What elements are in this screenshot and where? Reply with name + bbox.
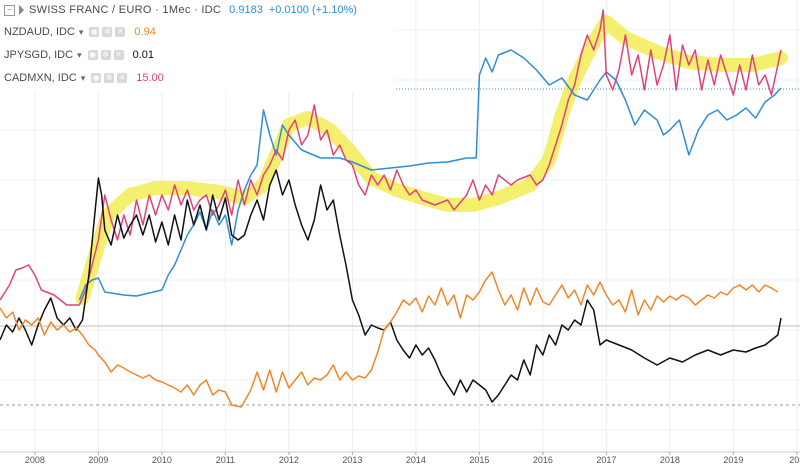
- close-icon[interactable]: ✕: [117, 73, 128, 83]
- x-tick-label: 2010: [152, 455, 172, 465]
- main-value: 0.9183: [229, 4, 263, 16]
- x-tick-label: 2013: [342, 455, 362, 465]
- legend-label-cadmxn[interactable]: CADMXN, IDC: [4, 72, 77, 84]
- series-line-1: [0, 9, 782, 306]
- gear-icon[interactable]: ✲: [104, 73, 115, 83]
- x-axis: 2008 2009 2010 2011 2012 2013 2014 2015 2016 2017…: [0, 451, 800, 468]
- legend-value-jpysgd: 0.01: [132, 49, 155, 61]
- collapse-icon[interactable]: −: [4, 4, 15, 16]
- x-tick-label: 2011: [216, 455, 235, 465]
- eye-icon[interactable]: ◉: [87, 50, 98, 60]
- gear-icon[interactable]: ✲: [100, 50, 111, 60]
- close-icon[interactable]: ✕: [115, 27, 126, 37]
- x-axis-band: [0, 452, 800, 468]
- legend-row-jpysgd: JPYSGD, IDC ▾ ◉ ✲ ✕ 0.01: [4, 45, 154, 65]
- series-lines: [0, 9, 782, 408]
- legend-panel: − SWISS FRANC / EURO · 1Мес · IDC 0.9183…: [0, 0, 395, 92]
- eye-icon[interactable]: ◉: [91, 73, 102, 83]
- x-tick-label: 2017: [596, 455, 616, 465]
- reference-lines: [0, 88, 800, 406]
- x-tick-label: 2018: [660, 455, 680, 465]
- x-tick-label: 2019: [723, 455, 743, 465]
- x-tick-label: 2016: [533, 455, 553, 465]
- close-icon[interactable]: ✕: [113, 50, 124, 60]
- main-symbol-title[interactable]: SWISS FRANC / EURO · 1Мес · IDC: [29, 4, 222, 16]
- chevron-down-icon[interactable]: ▾: [78, 26, 84, 37]
- gear-icon[interactable]: ✲: [102, 27, 113, 37]
- legend-row-nzdaud: NZDAUD, IDC ▾ ◉ ✲ ✕ 0.94: [4, 22, 156, 42]
- eye-icon[interactable]: ◉: [89, 27, 100, 37]
- series-line-3: [0, 271, 779, 408]
- legend-value-nzdaud: 0.94: [134, 26, 156, 38]
- x-tick-label: 202: [789, 455, 800, 465]
- legend-value-cadmxn: 15.00: [136, 72, 164, 84]
- legend-main-row: − SWISS FRANC / EURO · 1Мес · IDC 0.9183…: [4, 0, 357, 20]
- chevron-down-icon[interactable]: ▾: [80, 72, 86, 83]
- chevron-down-icon[interactable]: ▾: [77, 49, 82, 60]
- x-tick-label: 2014: [406, 455, 426, 465]
- x-tick-label: 2009: [88, 455, 108, 465]
- legend-row-cadmxn: CADMXN, IDC ▾ ◉ ✲ ✕ 15.00: [4, 68, 164, 88]
- series-line-2: [0, 169, 782, 403]
- main-change: +0.0100 (+1.10%): [268, 4, 357, 16]
- flag-icon: [19, 5, 24, 15]
- x-tick-label: 2015: [469, 455, 489, 465]
- legend-label-nzdaud[interactable]: NZDAUD, IDC: [4, 26, 75, 38]
- x-tick-label: 2008: [25, 455, 45, 465]
- series-line-0: [78, 49, 782, 301]
- legend-label-jpysgd[interactable]: JPYSGD, IDC: [4, 49, 74, 61]
- x-tick-label: 2012: [279, 455, 299, 465]
